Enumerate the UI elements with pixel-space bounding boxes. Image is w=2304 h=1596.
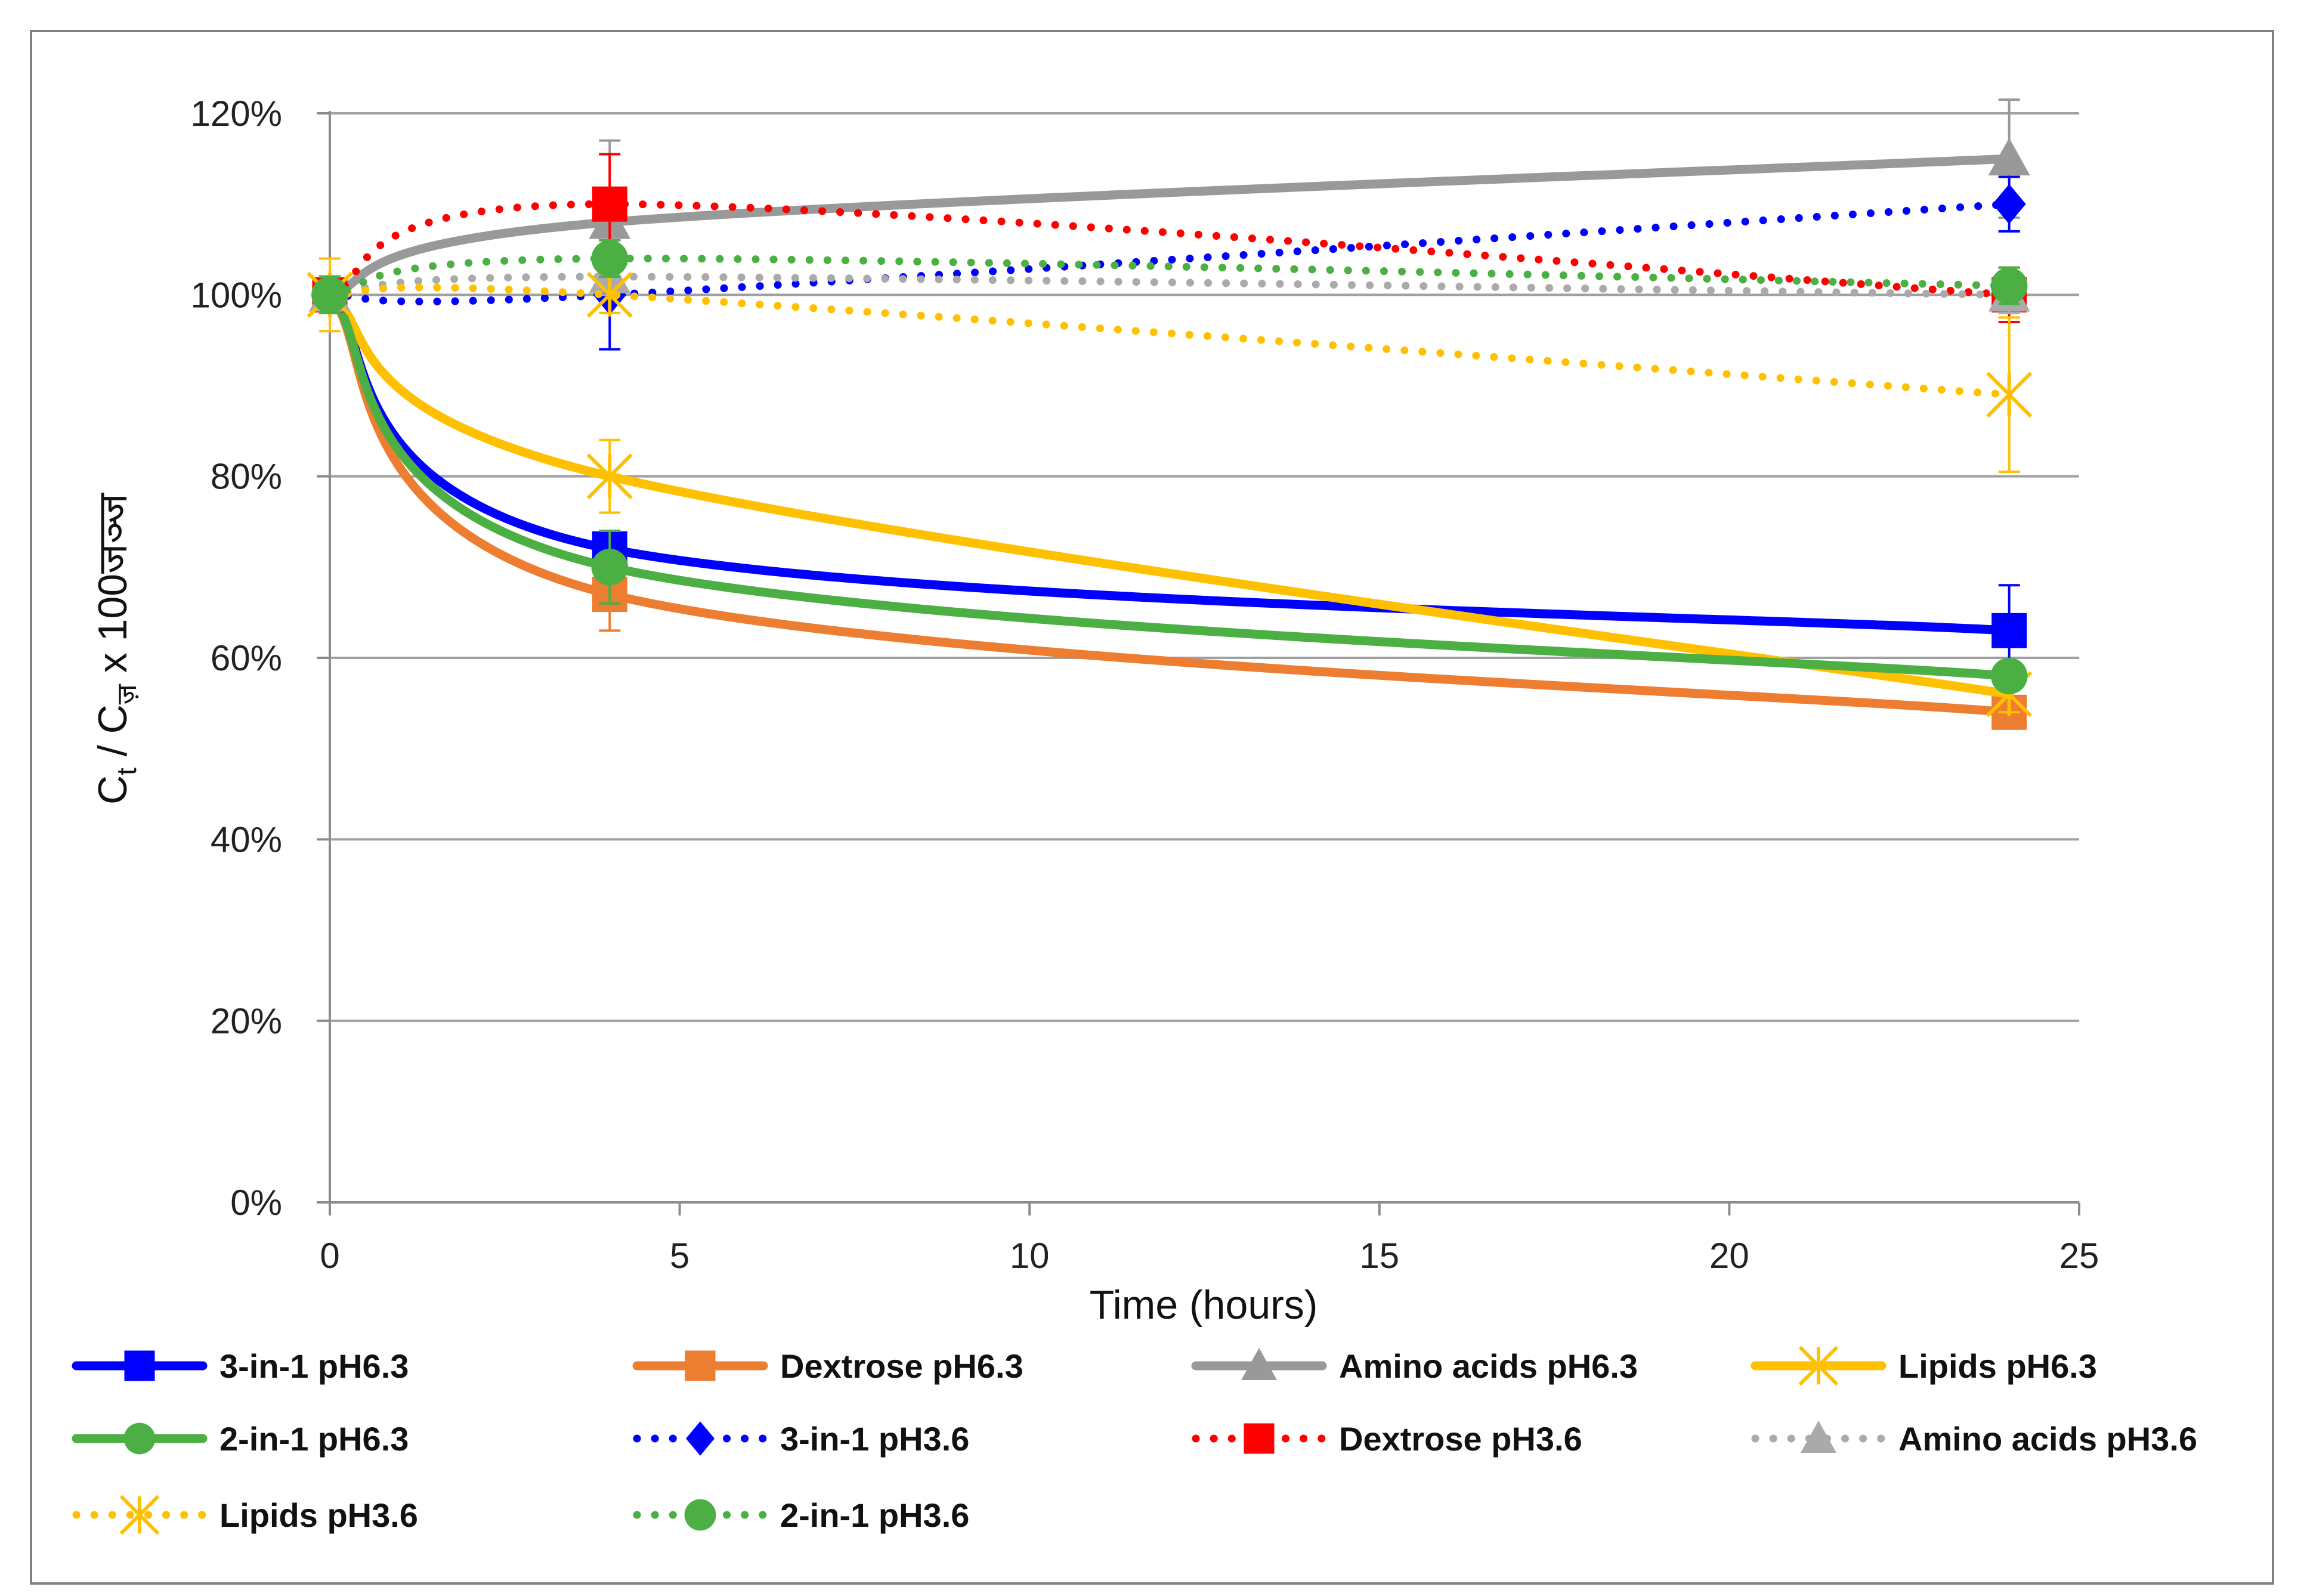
data-point bbox=[1992, 184, 2026, 224]
legend-item: Dextrose pH6.3 bbox=[632, 1347, 1023, 1385]
x-tick-label: 15 bbox=[1359, 1236, 1399, 1276]
y-tick-label: 0% bbox=[230, 1183, 282, 1223]
legend-marker bbox=[124, 1350, 155, 1381]
legend-item: Lipids pH6.3 bbox=[1751, 1346, 2097, 1386]
legend-item: 3-in-1 pH6.3 bbox=[72, 1347, 409, 1385]
legend-marker bbox=[684, 1499, 716, 1531]
legend-marker bbox=[1801, 1421, 1836, 1453]
legend-item: Amino acids pH6.3 bbox=[1191, 1347, 1638, 1385]
series-line bbox=[325, 154, 2014, 299]
legend-label: 3-in-1 pH3.6 bbox=[780, 1420, 969, 1458]
legend-item: 2-in-1 pH6.3 bbox=[72, 1420, 409, 1458]
series-line bbox=[326, 254, 2014, 299]
legend: 3-in-1 pH6.3 Dextrose pH6.3 Amino acids pH… bbox=[72, 1346, 2197, 1535]
y-axis-title-c: C bbox=[90, 775, 135, 805]
y-tick-label: 20% bbox=[211, 1001, 282, 1041]
x-axis-title: Time (hours) bbox=[1090, 1282, 1318, 1328]
series-line bbox=[325, 290, 2014, 699]
data-point bbox=[1990, 267, 2028, 304]
data-point bbox=[311, 276, 348, 314]
data-point bbox=[586, 271, 633, 318]
data-point bbox=[1986, 372, 2033, 418]
legend-item: 2-in-1 pH3.6 bbox=[633, 1496, 969, 1534]
legend-label: 2-in-1 pH6.3 bbox=[219, 1420, 409, 1458]
data-point bbox=[591, 549, 629, 586]
legend-item: Dextrose pH3.6 bbox=[1192, 1420, 1582, 1458]
series-line bbox=[325, 290, 2014, 681]
data-point bbox=[586, 453, 633, 500]
y-axis-title-sub-2: ज़ bbox=[111, 683, 142, 704]
legend-label: 2-in-1 pH3.6 bbox=[780, 1496, 969, 1534]
axes: 0% 20% 40% 60% 80% 100% 120% 0 5 10 15 20 25 bbox=[191, 94, 2099, 1276]
x-tick-label: 0 bbox=[320, 1236, 339, 1276]
legend-marker bbox=[685, 1350, 716, 1381]
svg-text:Ct / Cज़ x 100जञ्ज: Ct / Cज़ x 100जञ्ज bbox=[90, 492, 142, 805]
data-point bbox=[1988, 138, 2030, 176]
y-tick-label: 100% bbox=[191, 275, 282, 315]
legend-label: Lipids pH6.3 bbox=[1898, 1347, 2097, 1385]
legend-label: Dextrose pH3.6 bbox=[1339, 1420, 1582, 1458]
x-tick-label: 10 bbox=[1010, 1236, 1050, 1276]
legend-marker bbox=[1244, 1423, 1275, 1454]
y-axis-title-slash: / C bbox=[90, 704, 135, 768]
data-point bbox=[1991, 613, 2027, 648]
legend-item: Amino acids pH3.6 bbox=[1751, 1420, 2197, 1458]
legend-marker bbox=[119, 1495, 160, 1535]
x-tick-label: 20 bbox=[1709, 1236, 1749, 1276]
legend-label: Dextrose pH6.3 bbox=[780, 1347, 1023, 1385]
legend-label: Amino acids pH3.6 bbox=[1898, 1420, 2197, 1458]
y-tick-label: 80% bbox=[211, 457, 282, 497]
legend-marker bbox=[686, 1421, 715, 1456]
legend-item: 3-in-1 pH3.6 bbox=[633, 1420, 969, 1458]
y-tick-label: 120% bbox=[191, 94, 282, 134]
y-axis-title-tail: x 100जञ्ज bbox=[90, 492, 135, 684]
y-axis-title: Ct / Cज़ x 100जञ्ज bbox=[90, 492, 142, 805]
legend-marker bbox=[1798, 1346, 1839, 1386]
data-point bbox=[591, 240, 629, 277]
series-2-in-1-ph3-6 bbox=[311, 239, 2028, 314]
legend-item: Lipids pH3.6 bbox=[72, 1495, 418, 1535]
legend-marker bbox=[1241, 1348, 1277, 1380]
legend-label: 3-in-1 pH6.3 bbox=[219, 1347, 409, 1385]
x-tick-label: 25 bbox=[2059, 1236, 2099, 1276]
data-point bbox=[1990, 657, 2028, 695]
data-point bbox=[592, 186, 627, 222]
y-tick-label: 60% bbox=[211, 638, 282, 678]
legend-label: Amino acids pH6.3 bbox=[1339, 1347, 1638, 1385]
y-axis-title-sub-t: t bbox=[111, 768, 142, 775]
legend-marker bbox=[123, 1422, 156, 1455]
series-layer bbox=[307, 98, 2033, 730]
x-tick-label: 5 bbox=[670, 1236, 689, 1276]
legend-label: Lipids pH3.6 bbox=[219, 1496, 418, 1534]
y-tick-label: 40% bbox=[211, 819, 282, 859]
